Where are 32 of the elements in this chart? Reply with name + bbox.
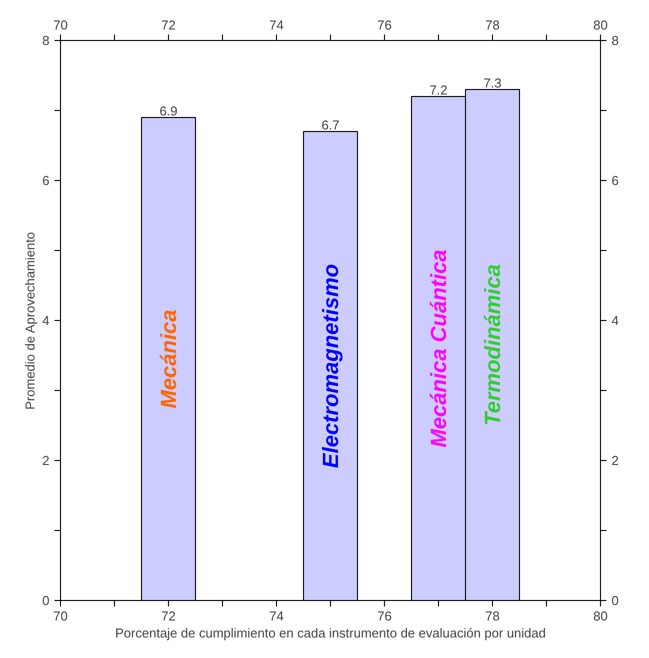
x2-tick-label: 80 bbox=[593, 608, 608, 624]
x-tick-label: 76 bbox=[377, 18, 392, 32]
x-tick-label: 78 bbox=[485, 18, 500, 32]
data-label: 6.7 bbox=[321, 118, 340, 132]
x-tick-label: 70 bbox=[53, 18, 68, 32]
y2-tick-label: 6 bbox=[612, 173, 619, 188]
x-tick-label: 80 bbox=[593, 18, 608, 32]
y-axis-title: Promedio de Aprovechamiento bbox=[22, 232, 38, 410]
y-tick-label: 8 bbox=[42, 33, 50, 48]
y2-tick-label: 4 bbox=[612, 313, 619, 328]
y-tick-label: 4 bbox=[42, 313, 50, 328]
y2-tick-label: 8 bbox=[612, 33, 619, 48]
x2-tick-label: 72 bbox=[161, 608, 176, 624]
annotation: Mecánica Cuántica bbox=[426, 249, 451, 448]
x-axis-title: Porcentaje de cumplimiento en cada instrumento de evaluación por unidad bbox=[115, 626, 546, 640]
y2-tick-label: 2 bbox=[612, 453, 619, 468]
y2-tick-label: 0 bbox=[612, 593, 619, 608]
y-tick-label: 6 bbox=[42, 173, 50, 188]
data-label: 7.3 bbox=[483, 76, 502, 90]
x2-tick-label: 70 bbox=[53, 608, 68, 624]
x-tick-label: 74 bbox=[269, 18, 284, 32]
data-label: 7.2 bbox=[429, 82, 448, 98]
y-tick-label: 2 bbox=[42, 453, 50, 468]
x2-tick-label: 78 bbox=[485, 608, 500, 624]
y-tick-label: 0 bbox=[42, 593, 50, 608]
x2-tick-label: 74 bbox=[269, 608, 284, 624]
annotation: Mecánica bbox=[156, 309, 181, 409]
x-tick-label: 72 bbox=[161, 18, 176, 32]
annotation: Termodinámica bbox=[480, 264, 505, 426]
data-label: 6.9 bbox=[159, 104, 178, 118]
annotation: Electromagnetismo bbox=[318, 264, 343, 468]
x2-tick-label: 76 bbox=[377, 608, 392, 624]
